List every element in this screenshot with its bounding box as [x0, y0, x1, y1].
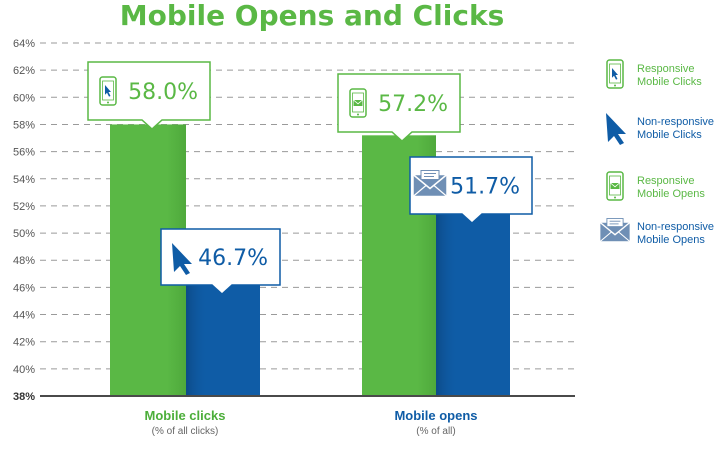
x-category-label: Mobile clicks [145, 408, 226, 423]
y-tick-label: 54% [13, 174, 35, 186]
phone-envelope-icon [349, 88, 367, 118]
y-tick-label: 48% [13, 255, 35, 267]
y-tick-label: 38% [13, 391, 35, 403]
y-tick-label: 46% [13, 282, 35, 294]
envelope-icon [599, 218, 631, 243]
x-category-sublabel: (% of all clicks) [152, 426, 219, 437]
y-tick-label: 60% [13, 92, 35, 104]
legend-label: Responsive [637, 175, 694, 187]
value-callout: 46.7% [160, 228, 281, 296]
data-label: 46.7% [198, 246, 268, 271]
phone-cursor-icon [606, 59, 624, 89]
legend-label: Mobile Opens [637, 234, 705, 246]
y-axis-ticks: 38% 40% 42% 44% 46% 48% 50% 52% 54% 56% 58% 60% 62% 6… [13, 38, 35, 403]
category-labels: Mobile clicks (% of all clicks) Mobile ope… [145, 408, 478, 437]
phone-cursor-icon [99, 76, 117, 106]
data-label: 51.7% [450, 175, 520, 200]
cursor-arrow-icon [172, 243, 192, 275]
y-tick-label: 64% [13, 38, 35, 50]
phone-envelope-icon [606, 171, 624, 201]
value-callout: 58.0% [87, 61, 211, 131]
value-callout: 57.2% [337, 73, 461, 143]
y-tick-label: 58% [13, 119, 35, 131]
data-label: 57.2% [378, 92, 448, 117]
cursor-arrow-icon [606, 113, 626, 145]
y-tick-label: 44% [13, 310, 35, 322]
value-callouts: 58.0% 46.7% 57.2% 51.7% [87, 61, 533, 296]
chart-title: Mobile Opens and Clicks [120, 0, 505, 32]
callout-box [160, 228, 281, 296]
callout-box [87, 61, 211, 131]
callout-box [409, 156, 533, 225]
callout-box [337, 73, 461, 143]
legend-label: Non-responsive [637, 221, 714, 233]
legend-label: Mobile Clicks [637, 76, 702, 88]
value-callout: 51.7% [409, 156, 533, 225]
legend-label: Mobile Opens [637, 188, 705, 200]
envelope-icon [412, 170, 448, 198]
legend-label: Mobile Clicks [637, 129, 702, 141]
legend-label: Responsive [637, 63, 694, 75]
y-tick-label: 52% [13, 201, 35, 213]
legend-label: Non-responsive [637, 116, 714, 128]
y-tick-label: 40% [13, 364, 35, 376]
data-label: 58.0% [128, 80, 198, 105]
y-tick-label: 50% [13, 228, 35, 240]
bar-shade [436, 209, 510, 396]
y-tick-label: 42% [13, 337, 35, 349]
y-tick-label: 56% [13, 147, 35, 159]
x-category-sublabel: (% of all) [416, 426, 455, 437]
x-category-label: Mobile opens [394, 408, 477, 423]
y-tick-label: 62% [13, 65, 35, 77]
bar-shade [186, 277, 260, 396]
